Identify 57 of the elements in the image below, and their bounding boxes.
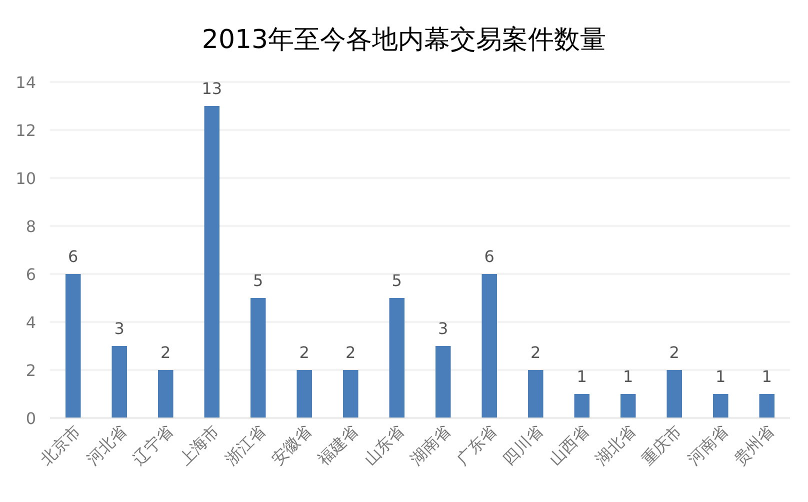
bar bbox=[435, 346, 451, 418]
data-label: 2 bbox=[530, 343, 541, 362]
data-label: 1 bbox=[623, 367, 634, 386]
data-label: 3 bbox=[114, 319, 124, 338]
y-tick-label: 0 bbox=[26, 409, 36, 428]
data-label: 13 bbox=[202, 79, 222, 98]
data-label: 2 bbox=[669, 343, 680, 362]
x-tick-label: 湖北省 bbox=[592, 421, 639, 469]
x-tick-label: 北京市 bbox=[36, 421, 84, 469]
x-tick-label: 河北省 bbox=[82, 421, 130, 469]
bar bbox=[204, 106, 220, 418]
x-tick-label: 四川省 bbox=[499, 421, 546, 469]
x-tick-label: 重庆市 bbox=[638, 421, 686, 469]
y-tick-label: 2 bbox=[26, 361, 36, 380]
chart-title: 2013年至今各地内幕交易案件数量 bbox=[202, 25, 606, 55]
bar bbox=[528, 370, 544, 418]
bar bbox=[158, 370, 174, 418]
x-tick-label: 浙江省 bbox=[222, 421, 269, 469]
data-label: 2 bbox=[346, 343, 356, 362]
bar bbox=[296, 370, 312, 418]
x-tick-label: 福建省 bbox=[314, 421, 362, 469]
data-label: 6 bbox=[68, 247, 78, 266]
x-tick-label: 山东省 bbox=[360, 421, 408, 469]
y-tick-label: 6 bbox=[26, 265, 36, 284]
y-tick-label: 14 bbox=[16, 73, 36, 92]
bar bbox=[112, 346, 128, 418]
y-tick-label: 4 bbox=[26, 313, 36, 332]
data-label: 2 bbox=[160, 343, 171, 362]
bar bbox=[250, 298, 266, 418]
bar bbox=[712, 394, 728, 418]
data-label: 3 bbox=[438, 319, 448, 338]
bar bbox=[574, 394, 590, 418]
x-tick-label: 安徽省 bbox=[268, 421, 316, 469]
x-tick-label: 广东省 bbox=[452, 421, 500, 469]
x-tick-label: 河南省 bbox=[684, 421, 732, 469]
y-tick-label: 8 bbox=[26, 217, 36, 236]
data-label: 6 bbox=[484, 247, 494, 266]
x-tick-label: 辽宁省 bbox=[129, 421, 176, 469]
data-label: 5 bbox=[253, 271, 264, 290]
data-label: 1 bbox=[716, 367, 726, 386]
data-label: 1 bbox=[576, 367, 587, 386]
x-tick-label: 上海市 bbox=[175, 421, 223, 469]
bar bbox=[389, 298, 405, 418]
data-label: 2 bbox=[299, 343, 310, 362]
bar bbox=[342, 370, 358, 418]
bar bbox=[65, 274, 81, 418]
y-tick-label: 10 bbox=[16, 169, 36, 188]
bar bbox=[759, 394, 775, 418]
x-tick-label: 贵州省 bbox=[730, 421, 778, 469]
x-tick-label: 山西省 bbox=[545, 421, 593, 469]
bar bbox=[666, 370, 682, 418]
y-tick-label: 12 bbox=[16, 121, 36, 140]
data-label: 1 bbox=[762, 367, 772, 386]
bar bbox=[482, 274, 498, 418]
bar bbox=[620, 394, 636, 418]
data-label: 5 bbox=[392, 271, 402, 290]
x-tick-label: 湖南省 bbox=[406, 421, 454, 469]
